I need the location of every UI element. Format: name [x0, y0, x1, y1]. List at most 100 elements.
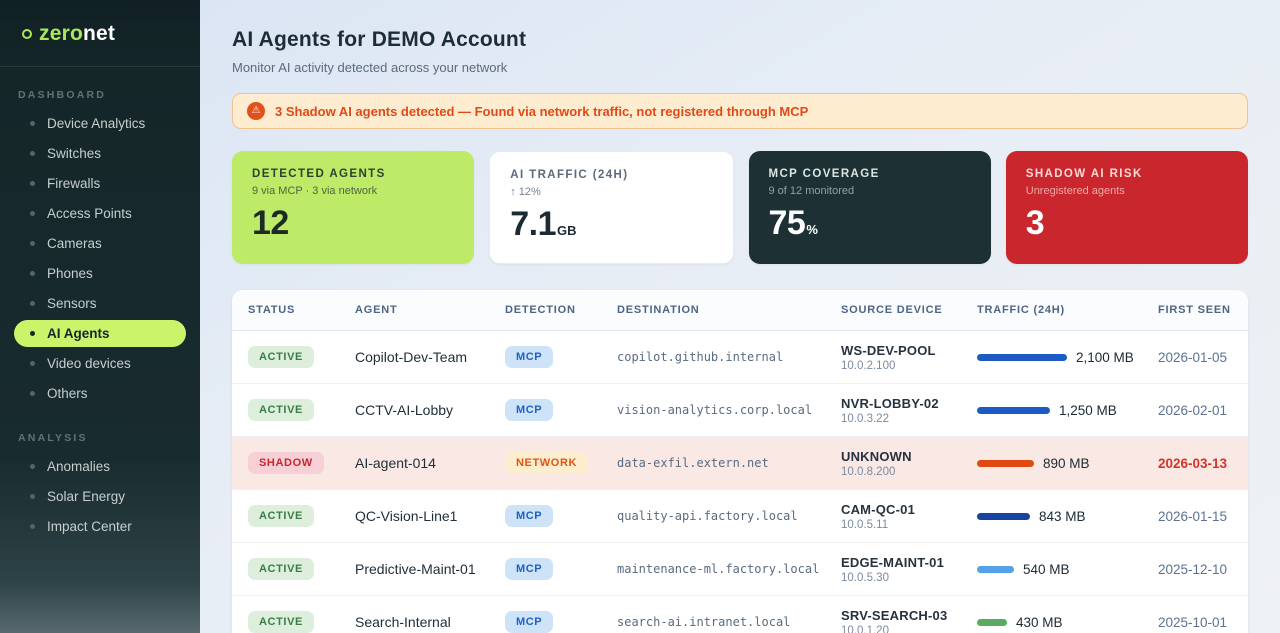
sidebar-item-label: Others — [47, 386, 88, 401]
sidebar-item-anomalies[interactable]: Anomalies — [14, 453, 186, 480]
page-subtitle: Monitor AI activity detected across your… — [232, 60, 508, 75]
status-badge: ACTIVE — [248, 346, 314, 368]
destination-host: search-ai.intranet.local — [617, 615, 791, 629]
sidebar-item-label: Anomalies — [47, 459, 111, 474]
column-header-destination: DESTINATION — [617, 304, 700, 316]
brand-logo[interactable]: zeronet — [22, 22, 200, 46]
column-header-detection: DETECTION — [505, 304, 576, 316]
detection-cell: MCP — [505, 399, 617, 421]
warning-icon: ⚠ — [247, 102, 265, 120]
source-device-cell: WS-DEV-POOL 10.0.2.100 — [841, 343, 977, 372]
sidebar-item-label: Access Points — [47, 206, 132, 221]
traffic-value: 2,100 MB — [1076, 349, 1134, 365]
sidebar-item-access-points[interactable]: Access Points — [14, 200, 186, 227]
sidebar-item-ai-agents[interactable]: AI Agents — [14, 320, 186, 347]
stat-card-value-suffix: GB — [557, 223, 577, 238]
agent-name: CCTV-AI-Lobby — [355, 402, 454, 418]
stat-card-value: 3 — [1025, 204, 1045, 242]
sidebar-item-video-devices[interactable]: Video devices — [14, 350, 186, 377]
sidebar: zeronet DASHBOARD Device Analytics Switche… — [0, 0, 200, 633]
first-seen-date: 2025-10-01 — [1158, 614, 1228, 630]
stat-card-value: 7.1GB — [510, 205, 577, 243]
traffic-cell: 1,250 MB — [977, 403, 1158, 418]
column-header-agent: AGENT — [355, 304, 398, 316]
sidebar-item-label: Cameras — [47, 236, 102, 251]
table-row[interactable]: ACTIVE CCTV-AI-Lobby MCP vision-analytics.c… — [232, 384, 1248, 437]
traffic-cell: 843 MB — [977, 509, 1158, 524]
first-seen-date: 2026-01-15 — [1158, 508, 1228, 524]
traffic-cell: 430 MB — [977, 615, 1158, 630]
sidebar-item-switches[interactable]: Switches — [14, 140, 186, 167]
source-device-name: WS-DEV-POOL — [841, 342, 936, 358]
traffic-bar — [977, 459, 1034, 467]
traffic-bar — [977, 512, 1030, 520]
sidebar-item-sensors[interactable]: Sensors — [14, 290, 186, 317]
source-device-name: EDGE-MAINT-01 — [841, 554, 945, 570]
sidebar-item-impact-center[interactable]: Impact Center — [14, 513, 186, 540]
agent-name: Predictive-Maint-01 — [355, 561, 476, 577]
traffic-value: 843 MB — [1039, 508, 1086, 524]
column-header-status: STATUS — [248, 304, 296, 316]
shadow-ai-alert-banner: ⚠ 3 Shadow AI agents detected — Found vi… — [232, 93, 1248, 129]
sidebar-item-device-analytics[interactable]: Device Analytics — [14, 110, 186, 137]
source-device-name: NVR-LOBBY-02 — [841, 395, 939, 411]
bullet-icon — [30, 524, 35, 529]
bullet-icon — [30, 181, 35, 186]
traffic-value: 890 MB — [1043, 455, 1090, 471]
traffic-cell: 540 MB — [977, 562, 1158, 577]
sidebar-item-phones[interactable]: Phones — [14, 260, 186, 287]
sidebar-item-cameras[interactable]: Cameras — [14, 230, 186, 257]
sidebar-item-label: Sensors — [47, 296, 97, 311]
stat-card-subtitle: ↑ 12% — [510, 186, 541, 198]
table-row[interactable]: SHADOW AI-agent-014 NETWORK data-exfil.exte… — [232, 437, 1248, 490]
sidebar-item-label: Switches — [47, 146, 102, 161]
stat-card-subtitle: Unregistered agents — [1025, 185, 1125, 197]
stat-cards: DETECTED AGENTS 9 via MCP · 3 via network… — [232, 151, 1248, 264]
destination-host: maintenance-ml.factory.local — [617, 562, 820, 576]
table-body: ACTIVE Copilot-Dev-Team MCP copilot.github.… — [232, 331, 1248, 633]
bullet-icon — [30, 361, 35, 366]
detection-badge: MCP — [505, 611, 554, 633]
status-badge: ACTIVE — [248, 558, 314, 580]
sidebar-item-label: Impact Center — [47, 519, 132, 534]
destination-host: quality-api.factory.local — [617, 509, 798, 523]
status-cell: SHADOW — [248, 452, 355, 474]
destination-host: vision-analytics.corp.local — [617, 403, 813, 417]
status-badge: ACTIVE — [248, 399, 314, 421]
nav-section-label: DASHBOARD — [18, 89, 107, 101]
agent-name: AI-agent-014 — [355, 455, 436, 471]
stat-card-subtitle: 9 of 12 monitored — [768, 185, 855, 197]
bullet-icon — [30, 494, 35, 499]
table-row[interactable]: ACTIVE QC-Vision-Line1 MCP quality-api.fact… — [232, 490, 1248, 543]
detection-badge: MCP — [505, 505, 554, 527]
sidebar-item-label: AI Agents — [47, 326, 110, 341]
detection-cell: MCP — [505, 346, 617, 368]
agents-table: STATUS AGENT DETECTION DESTINATION SOURCE DE… — [232, 290, 1248, 633]
bullet-icon — [30, 391, 35, 396]
destination-host: copilot.github.internal — [617, 350, 784, 364]
column-header-first-seen: FIRST SEEN — [1158, 304, 1231, 316]
sidebar-item-solar-energy[interactable]: Solar Energy — [14, 483, 186, 510]
table-row[interactable]: ACTIVE Search-Internal MCP search-ai.intran… — [232, 596, 1248, 633]
agent-name: QC-Vision-Line1 — [355, 508, 458, 524]
stat-card-ai-traffic-24h: AI TRAFFIC (24H) ↑ 12% 7.1GB — [489, 151, 734, 264]
status-badge: ACTIVE — [248, 505, 314, 527]
source-device-ip: 10.0.8.200 — [841, 465, 896, 478]
table-row[interactable]: ACTIVE Predictive-Maint-01 MCP maintenance-… — [232, 543, 1248, 596]
sidebar-item-label: Firewalls — [47, 176, 101, 191]
first-seen-date: 2026-03-13 — [1158, 455, 1228, 471]
detection-cell: MCP — [505, 611, 617, 633]
source-device-ip: 10.0.1.20 — [841, 624, 889, 633]
stat-card-title: SHADOW AI RISK — [1025, 168, 1143, 180]
brand-circle-icon — [22, 29, 32, 39]
sidebar-item-firewalls[interactable]: Firewalls — [14, 170, 186, 197]
table-row[interactable]: ACTIVE Copilot-Dev-Team MCP copilot.github.… — [232, 331, 1248, 384]
bullet-icon — [30, 211, 35, 216]
stat-card-title: AI TRAFFIC (24H) — [510, 169, 629, 181]
source-device-ip: 10.0.3.22 — [841, 412, 889, 425]
traffic-cell: 2,100 MB — [977, 350, 1158, 365]
sidebar-item-others[interactable]: Others — [14, 380, 186, 407]
detection-cell: MCP — [505, 558, 617, 580]
bullet-icon — [30, 464, 35, 469]
detection-badge: MCP — [505, 558, 554, 580]
